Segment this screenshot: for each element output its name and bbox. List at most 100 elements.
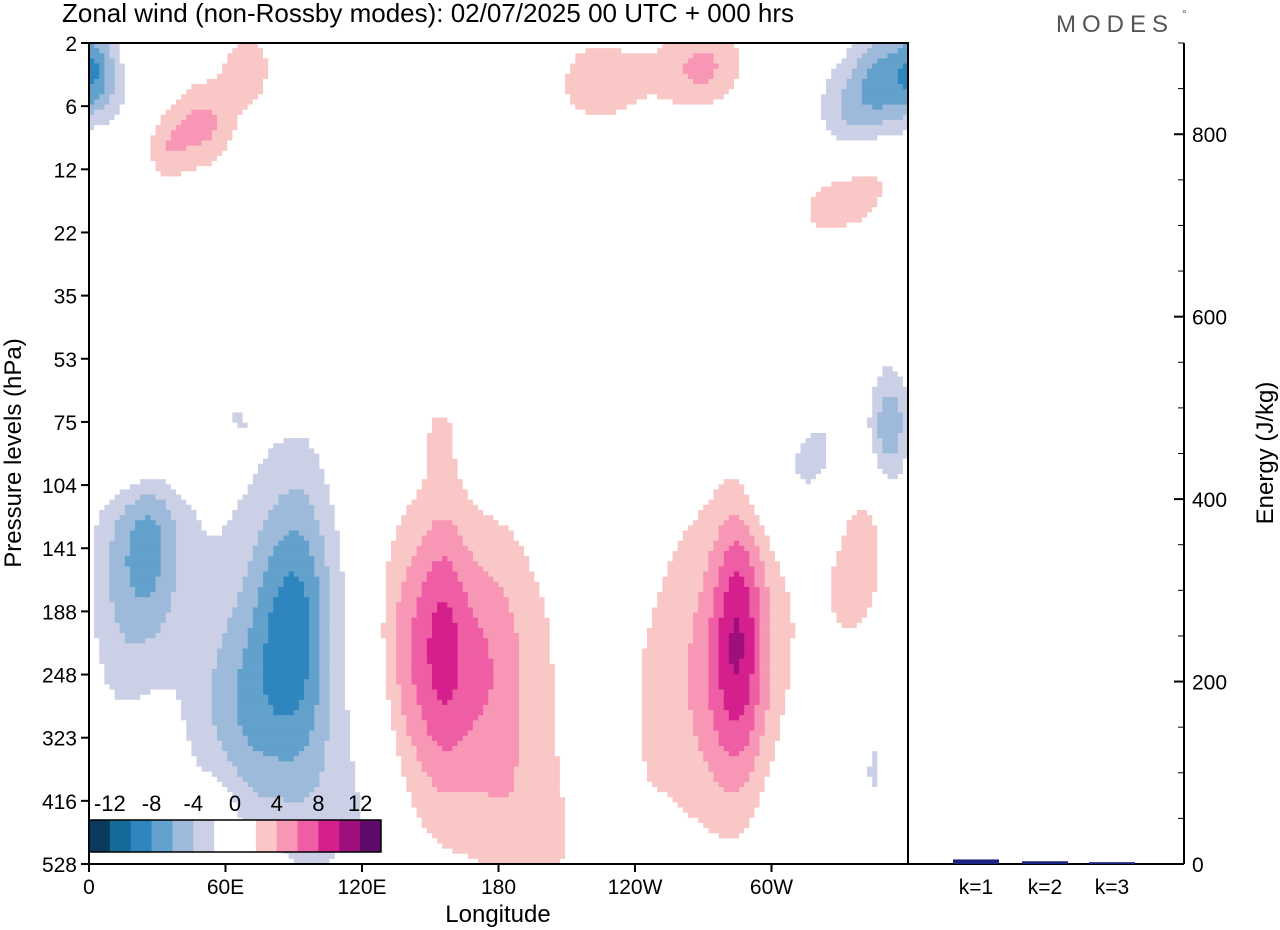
contour-cell — [693, 78, 709, 85]
contour-cell — [861, 817, 884, 824]
contour-cell — [273, 607, 310, 614]
contour-cell — [861, 94, 909, 101]
contour-cell — [319, 771, 356, 778]
contour-cell — [785, 427, 848, 434]
contour-cell — [293, 756, 326, 762]
contour-cell — [672, 314, 689, 321]
contour-cell — [698, 515, 730, 521]
contour-cell — [401, 515, 494, 521]
contour-cell — [263, 653, 310, 660]
contour-cell — [815, 222, 848, 229]
contour-cell — [877, 566, 889, 573]
contour-cell — [585, 48, 622, 54]
contour-cell — [774, 745, 786, 752]
contour-cell — [303, 489, 331, 496]
contour-cell — [319, 633, 331, 639]
contour-cell — [559, 792, 581, 798]
x-tick-label: 180 — [481, 876, 516, 899]
contour-cell — [252, 622, 269, 629]
contour-cell — [882, 289, 889, 296]
contour-cell — [165, 612, 233, 619]
contour-cell — [201, 140, 228, 147]
contour-cell — [687, 643, 709, 650]
contour-cell — [421, 848, 454, 855]
contour-cell — [411, 653, 428, 660]
contour-cell — [160, 535, 177, 542]
contour-cell — [283, 438, 310, 444]
colorbar-swatch — [109, 820, 132, 852]
contour-cell — [565, 78, 694, 85]
contour-cell — [94, 597, 111, 603]
contour-cell — [861, 78, 899, 85]
contour-cell — [646, 540, 679, 547]
contour-cell — [693, 617, 709, 624]
contour-cell — [232, 807, 239, 814]
colorbar-label: -12 — [94, 791, 126, 816]
contour-cell — [350, 740, 372, 747]
contour-cell — [411, 663, 433, 670]
contour-cell — [391, 745, 397, 752]
contour-cell — [344, 679, 356, 685]
contour-cell — [211, 704, 239, 711]
contour-cell — [129, 545, 162, 552]
contour-cell — [805, 176, 853, 183]
contour-cell — [877, 135, 909, 142]
contour-cell — [176, 556, 254, 562]
contour-cell — [877, 432, 899, 439]
contour-cell — [723, 612, 750, 619]
contour-cell — [431, 391, 448, 398]
contour-cell — [247, 104, 264, 111]
contour-cell — [247, 561, 269, 567]
contour-cell — [518, 694, 556, 701]
contour-cell — [309, 545, 326, 552]
contour-cell — [401, 781, 407, 788]
contour-cell — [902, 463, 909, 470]
contour-cell — [89, 427, 95, 434]
contour-cell — [222, 740, 249, 747]
contour-cell — [718, 581, 730, 588]
contour-cell — [191, 109, 213, 116]
contour-cell — [99, 648, 218, 655]
contour-cell — [805, 438, 827, 444]
contour-cell — [611, 689, 643, 696]
contour-cell — [611, 663, 643, 670]
contour-cell — [150, 222, 192, 229]
contour-cell — [165, 479, 182, 485]
contour-cell — [846, 119, 884, 126]
contour-cell — [785, 494, 822, 501]
contour-cell — [129, 576, 157, 583]
contour-cell — [421, 817, 566, 824]
colorbar-swatch — [151, 820, 173, 852]
contour-cell — [298, 751, 326, 757]
contour-cell — [754, 720, 766, 727]
contour-cell — [790, 422, 848, 429]
contour-cell — [350, 751, 372, 757]
contour-cell — [426, 638, 459, 644]
contour-cell — [211, 771, 239, 778]
contour-cell — [774, 474, 802, 480]
contour-cell — [329, 484, 341, 491]
contour-cell — [155, 125, 177, 131]
contour-cell — [89, 653, 100, 660]
contour-cell — [298, 699, 320, 706]
contour-cell — [503, 43, 530, 49]
contour-cell — [749, 494, 756, 501]
colorbar-swatch — [255, 820, 278, 852]
contour-cell — [457, 622, 479, 629]
contour-cell — [723, 694, 750, 701]
contour-cell — [99, 509, 126, 516]
contour-cell — [268, 453, 320, 460]
contour-cell — [764, 787, 776, 793]
contour-cell — [319, 607, 331, 614]
contour-cell — [687, 438, 745, 444]
contour-cell — [263, 679, 305, 685]
contour-cell — [749, 674, 761, 680]
contour-cell — [242, 725, 315, 732]
contour-cell — [89, 607, 95, 614]
contour-cell — [518, 704, 556, 711]
contour-cell — [570, 63, 684, 70]
contour-cell — [790, 617, 837, 624]
contour-cell — [795, 622, 843, 629]
contour-cell — [237, 248, 254, 254]
